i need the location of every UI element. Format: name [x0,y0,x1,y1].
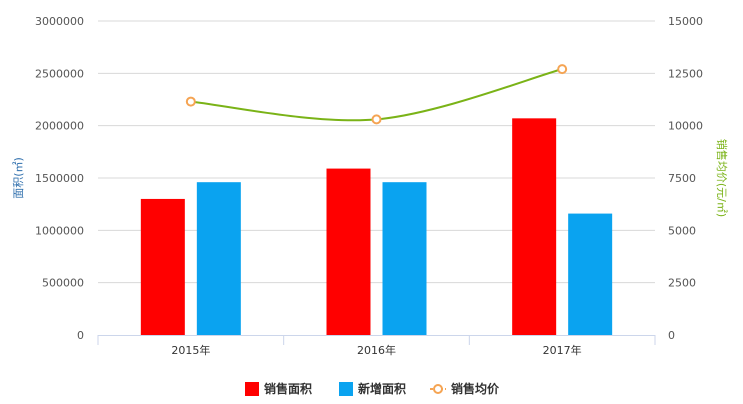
legend-item[interactable]: 新增面积 [339,381,406,396]
right-tick-label: 0 [668,329,675,342]
average-price-line-path [190,68,563,122]
category-label: 2017年 [543,343,582,357]
legend-label: 新增面积 [358,381,406,396]
legend-marker [433,384,443,394]
legend-item[interactable]: 销售面积 [245,381,312,396]
right-tick-label: 5000 [668,224,696,237]
bar-sales-area[interactable] [326,168,371,335]
right-axis-title: 销售均价(元/㎡) [715,139,729,217]
left-tick-label: 2500000 [35,67,84,80]
left-axis-title: 面积(㎡) [12,157,25,199]
bar-new-area[interactable] [382,182,427,335]
gridlines [98,20,655,284]
legend-item[interactable]: 销售均价 [430,381,500,396]
legend-label: 销售均价 [451,381,500,396]
bar-sales-area[interactable] [512,118,557,335]
right-tick-label: 10000 [668,120,703,133]
bar-new-area[interactable] [196,182,241,335]
bar-sales-area[interactable] [140,198,185,335]
legend: 销售面积 新增面积 销售均价 [245,381,500,396]
bar-new-area[interactable] [568,213,613,335]
right-tick-label: 12500 [668,67,703,80]
right-tick-label: 7500 [668,172,696,185]
left-tick-label: 3000000 [35,15,84,28]
legend-swatch [245,382,259,396]
category-label: 2015年 [171,343,210,357]
left-tick-label: 2000000 [35,120,84,133]
right-tick-label: 15000 [668,15,703,28]
right-tick-label: 2500 [668,277,696,290]
left-tick-label: 1500000 [35,172,84,185]
x-axis: 2015年 2016年 2017年 [97,335,656,357]
average-price-point[interactable] [371,114,382,125]
category-label: 2016年 [357,343,396,357]
legend-label: 销售面积 [264,381,312,396]
left-tick-label: 500000 [42,277,84,290]
average-price-point[interactable] [557,64,568,75]
left-tick-label: 0 [77,329,84,342]
average-price-line [185,64,568,125]
average-price-point[interactable] [185,96,196,107]
legend-swatch [339,382,353,396]
left-axis-ticks: 0 500000 1000000 1500000 2000000 2500000 30000… [35,15,84,342]
bars [140,118,613,335]
right-axis-ticks: 0 2500 5000 7500 10000 12500 15000 [668,15,703,342]
left-tick-label: 1000000 [35,224,84,237]
